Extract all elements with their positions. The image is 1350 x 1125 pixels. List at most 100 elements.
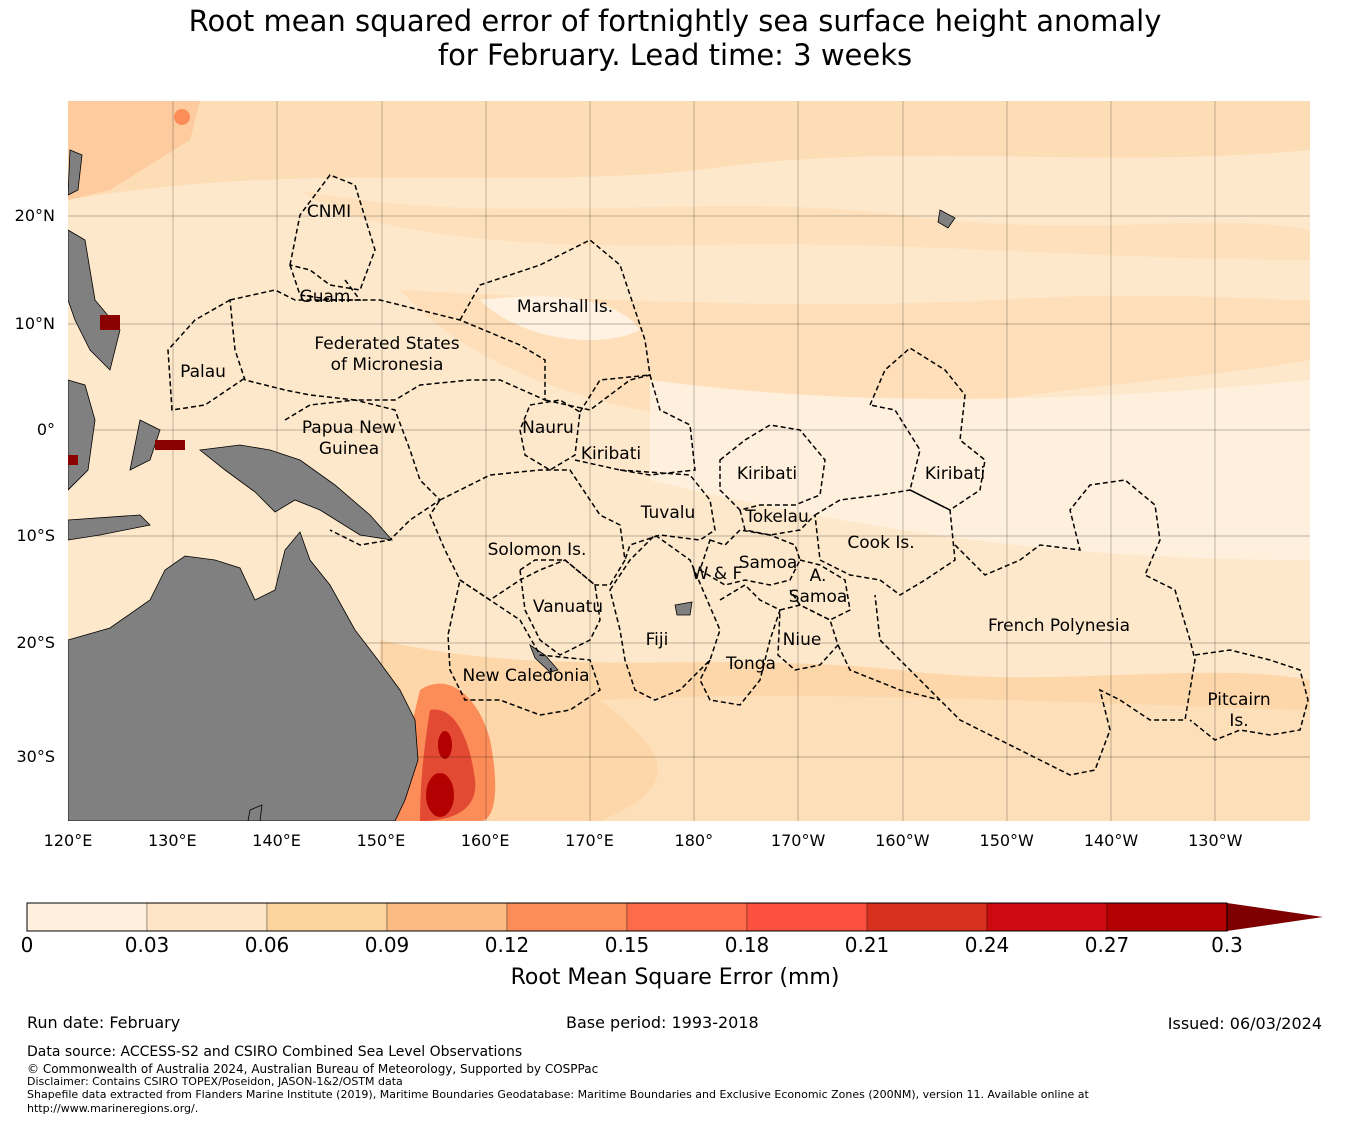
label-fsm-line2: of Micronesia	[330, 355, 444, 375]
papua-new-guinea-land	[199, 444, 394, 541]
colorbar-segment	[746, 902, 868, 932]
data-source: Data source: ACCESS-S2 and CSIRO Combine…	[27, 1044, 523, 1060]
colorbar-segment	[506, 902, 628, 932]
new-caledonia-land	[529, 643, 559, 673]
label-png-line2: Guinea	[318, 439, 380, 459]
label-new-caledonia: New Caledonia	[462, 666, 590, 686]
label-marshall-islands: Marshall Is.	[516, 297, 614, 317]
colorbar-tick-label: 0.03	[124, 933, 170, 957]
label-palau: Palau	[180, 362, 226, 382]
label-nauru: Nauru	[522, 418, 574, 438]
run-date: Run date: February	[27, 1013, 181, 1032]
colorbar-segment	[266, 902, 388, 932]
title-line-1: Root mean squared error of fortnightly s…	[188, 4, 1162, 38]
new-zealand-land	[247, 804, 263, 821]
shapefile-url[interactable]: http://www.marineregions.org/.	[27, 1102, 199, 1115]
lat-tick-label: 10°S	[16, 526, 55, 545]
colorbar-segment	[986, 902, 1108, 932]
colorbar-tick-label: 0.24	[964, 933, 1010, 957]
copyright: © Commonwealth of Australia 2024, Austra…	[27, 1062, 599, 1076]
label-tokelau: Tokelau	[745, 507, 809, 527]
eez-kiribati-w	[574, 374, 696, 476]
lon-tick-label: 150°W	[979, 831, 1034, 850]
lat-tick-label: 10°N	[14, 314, 55, 333]
lon-tick-label: 120°E	[43, 831, 93, 850]
label-fsm-line1: Federated States	[314, 334, 460, 354]
label-tonga: Tonga	[726, 654, 776, 674]
lon-tick-label: 170°W	[770, 831, 826, 850]
label-niue: Niue	[782, 630, 822, 650]
colorbar-segment	[866, 902, 988, 932]
lon-tick-label: 160°E	[460, 831, 510, 850]
eez-tokelau	[739, 509, 816, 536]
lat-tick-label: 30°S	[16, 747, 55, 766]
lon-tick-label: 140°W	[1083, 831, 1139, 850]
borneo-sulawesi-land	[68, 379, 161, 491]
label-american-samoa-line2: Samoa	[788, 587, 848, 607]
lon-tick-label: 140°E	[252, 831, 301, 850]
label-solomon-islands: Solomon Is.	[487, 540, 587, 560]
taiwan-land	[68, 149, 83, 196]
error-band-north	[68, 101, 1310, 200]
label-cnmi: CNMI	[306, 202, 352, 222]
fiji-land	[674, 601, 693, 616]
hawaii-land	[937, 209, 956, 229]
lon-tick-label: 150°E	[356, 831, 406, 850]
lon-tick-label: 180°	[674, 831, 714, 850]
label-french-polynesia: French Polynesia	[988, 616, 1130, 636]
eez-boundaries	[167, 174, 1309, 776]
colorbar-tick-label: 0	[20, 933, 34, 957]
error-patch-nw	[68, 101, 200, 200]
colorbar-tick-label: 0.18	[724, 933, 770, 957]
issued-date: Issued: 06/03/2024	[1167, 1014, 1322, 1033]
eez-nauru	[519, 399, 581, 471]
label-kiribati-central: Kiribati	[736, 464, 798, 484]
philippines-land	[68, 229, 121, 371]
colorbar-extend-arrow	[1227, 903, 1323, 931]
colorbar-segment	[386, 902, 508, 932]
error-band-south-2	[600, 695, 1310, 821]
label-png-line1: Papua New	[301, 418, 397, 438]
eez-png	[284, 399, 442, 546]
base-period: Base period: 1993-2018	[566, 1013, 759, 1032]
lat-tick-label: 20°S	[16, 633, 55, 652]
colorbar-tick-label: 0.09	[364, 933, 410, 957]
colorbar-tick-label: 0.15	[604, 933, 650, 957]
error-patch-hot	[174, 109, 190, 125]
eez-palau	[167, 299, 246, 411]
eez-niue	[777, 604, 839, 671]
eez-tuvalu	[619, 469, 716, 561]
title-line-2: for February. Lead time: 3 weeks	[437, 38, 913, 72]
eez-kiribati-c	[719, 424, 826, 511]
lon-tick-label: 130°E	[147, 831, 197, 850]
error-band-north-2	[300, 190, 1310, 260]
eez-fsm	[229, 289, 546, 402]
error-hotspot-max	[426, 773, 454, 817]
eez-east-edges	[837, 644, 941, 701]
eez-new-caledonia	[447, 578, 601, 716]
lon-tick-label: 160°W	[875, 831, 930, 850]
lat-tick-label: 20°N	[14, 206, 55, 225]
label-samoa: Samoa	[738, 553, 798, 573]
colorbar-segment	[626, 902, 748, 932]
error-hotspot-max-2	[438, 731, 452, 759]
label-guam: Guam	[299, 287, 351, 307]
australia-land	[68, 531, 419, 821]
colorbar-tick-label: 0.3	[1211, 933, 1243, 957]
colorbar-label: Root Mean Square Error (mm)	[510, 965, 840, 990]
label-kiribati-west: Kiribati	[580, 444, 642, 464]
label-american-samoa-line1: A.	[809, 566, 827, 586]
shapefile-credit: Shapefile data extracted from Flanders M…	[27, 1088, 1089, 1101]
lat-tick-label: 0°	[36, 420, 55, 439]
eez-cnmi	[289, 174, 376, 291]
lon-tick-label: 170°E	[565, 831, 614, 850]
colorbar-outline	[26, 902, 1228, 932]
label-pitcairn-line2: Is.	[1229, 711, 1249, 731]
eez-pitcairn	[1189, 649, 1309, 741]
error-patch-light	[480, 296, 640, 340]
colorbar-tick-label: 0.12	[484, 933, 530, 957]
label-wallis-futuna: W & F	[691, 564, 743, 584]
label-pitcairn-line1: Pitcairn	[1207, 690, 1271, 710]
eez-wf-samoa	[699, 529, 801, 586]
label-kiribati-east: Kiribati	[924, 464, 986, 484]
